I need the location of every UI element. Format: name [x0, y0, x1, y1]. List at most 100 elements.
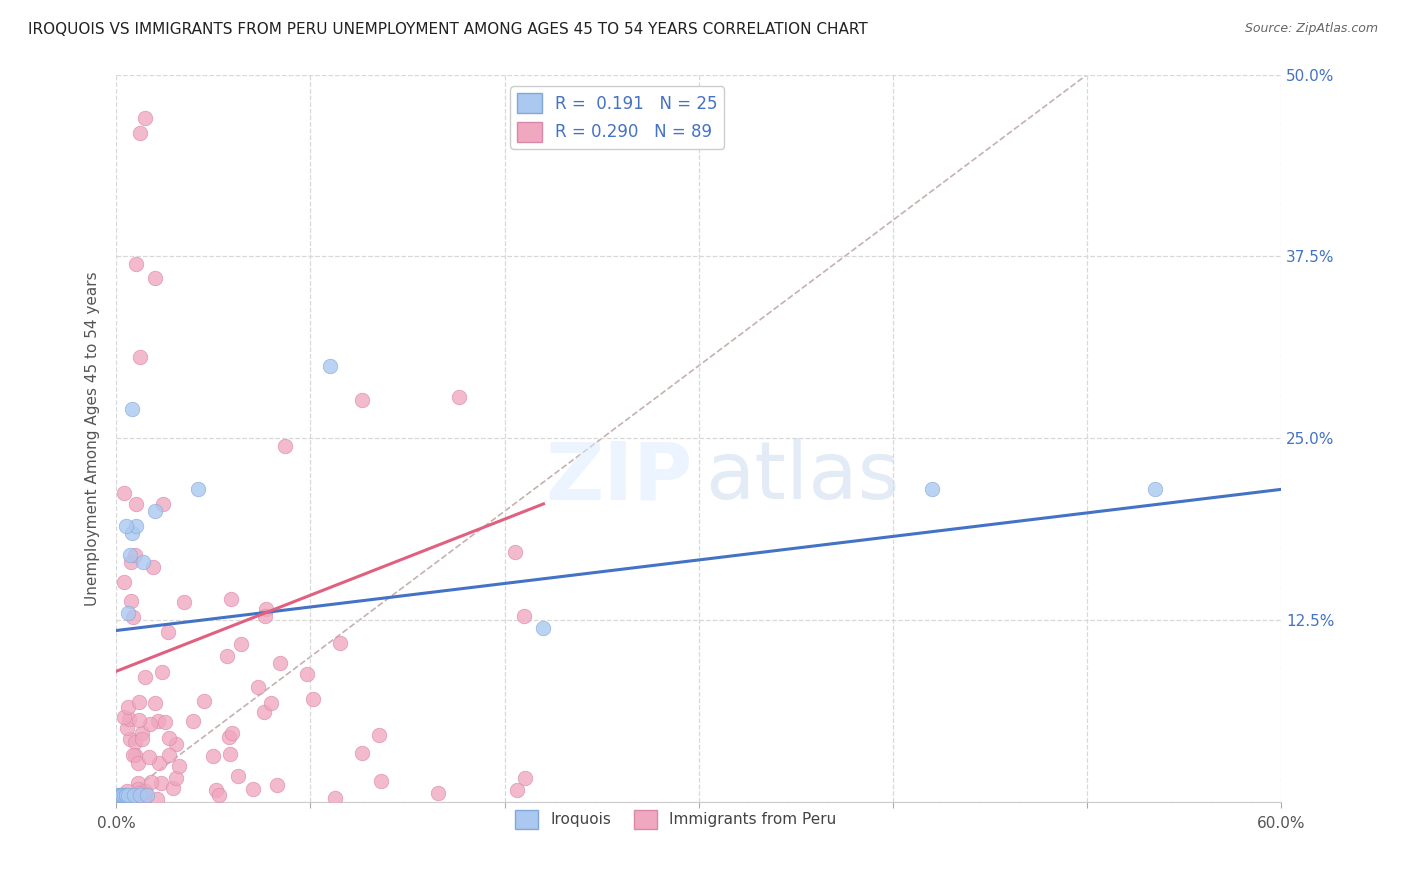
Point [193, 694, 215, 708]
Point [128, 713, 150, 727]
Point [127, 756, 149, 770]
Point [127, 775, 149, 789]
Point [120, 555, 142, 569]
Point [246, 680, 269, 694]
Point [132, 792, 155, 806]
Point [167, 759, 190, 773]
Point [319, 359, 342, 373]
Point [142, 560, 165, 574]
Point [253, 609, 276, 624]
Point [242, 782, 264, 797]
Point [201, 749, 224, 764]
Y-axis label: Unemployment Among Ages 45 to 54 years: Unemployment Among Ages 45 to 54 years [86, 271, 100, 606]
Point [120, 594, 142, 608]
Point [139, 774, 162, 789]
Point [111, 788, 134, 802]
Point [134, 669, 156, 683]
Point [118, 731, 141, 746]
Point [122, 788, 145, 802]
Point [112, 710, 135, 724]
Point [122, 747, 145, 762]
Point [325, 791, 347, 805]
Point [266, 778, 288, 792]
Point [447, 390, 470, 404]
Point [118, 712, 141, 726]
Point [143, 504, 166, 518]
Point [221, 726, 243, 740]
Point [134, 789, 156, 803]
Point [121, 402, 143, 417]
Point [124, 747, 146, 762]
Point [108, 788, 131, 802]
Point [128, 126, 150, 140]
Point [143, 271, 166, 285]
Point [150, 775, 173, 789]
Point [350, 747, 373, 761]
Point [921, 483, 943, 497]
Point [112, 788, 135, 802]
Point [138, 717, 160, 731]
Point [136, 788, 159, 802]
Point [125, 497, 148, 511]
Point [118, 548, 141, 562]
Point [131, 726, 153, 740]
Point [503, 545, 526, 559]
Point [112, 486, 135, 500]
Point [215, 649, 238, 664]
Point [162, 781, 184, 796]
Point [368, 728, 391, 742]
Point [125, 518, 148, 533]
Point [131, 731, 153, 746]
Point [124, 549, 146, 563]
Point [219, 592, 242, 607]
Point [229, 637, 252, 651]
Point [302, 692, 325, 706]
Point [1144, 483, 1167, 497]
Point [152, 665, 174, 679]
Point [329, 636, 352, 650]
Point [112, 574, 135, 589]
Point [134, 783, 156, 797]
Legend: Iroquois, Immigrants from Peru: Iroquois, Immigrants from Peru [509, 804, 842, 835]
Point [218, 747, 240, 761]
Point [165, 771, 187, 785]
Point [274, 439, 297, 453]
Point [143, 696, 166, 710]
Point [226, 769, 249, 783]
Point [148, 714, 170, 728]
Point [148, 756, 170, 770]
Point [134, 111, 156, 125]
Point [370, 774, 392, 789]
Point [115, 784, 138, 798]
Point [295, 666, 318, 681]
Point [153, 715, 176, 730]
Point [115, 721, 138, 735]
Point [111, 788, 134, 802]
Point [117, 699, 139, 714]
Point [157, 624, 180, 639]
Point [115, 788, 138, 802]
Point [506, 783, 529, 797]
Text: atlas: atlas [704, 438, 898, 516]
Point [115, 788, 138, 802]
Point [157, 731, 180, 746]
Point [513, 772, 536, 786]
Point [128, 786, 150, 800]
Point [513, 609, 536, 624]
Text: Source: ZipAtlas.com: Source: ZipAtlas.com [1244, 22, 1378, 36]
Point [128, 695, 150, 709]
Point [181, 714, 204, 728]
Point [173, 595, 195, 609]
Point [427, 786, 450, 800]
Point [260, 696, 283, 710]
Point [533, 621, 555, 635]
Point [121, 526, 143, 541]
Point [132, 555, 155, 569]
Point [129, 350, 152, 364]
Point [117, 606, 139, 620]
Point [115, 518, 138, 533]
Point [253, 706, 276, 720]
Point [128, 788, 150, 802]
Point [117, 788, 139, 802]
Point [124, 735, 146, 749]
